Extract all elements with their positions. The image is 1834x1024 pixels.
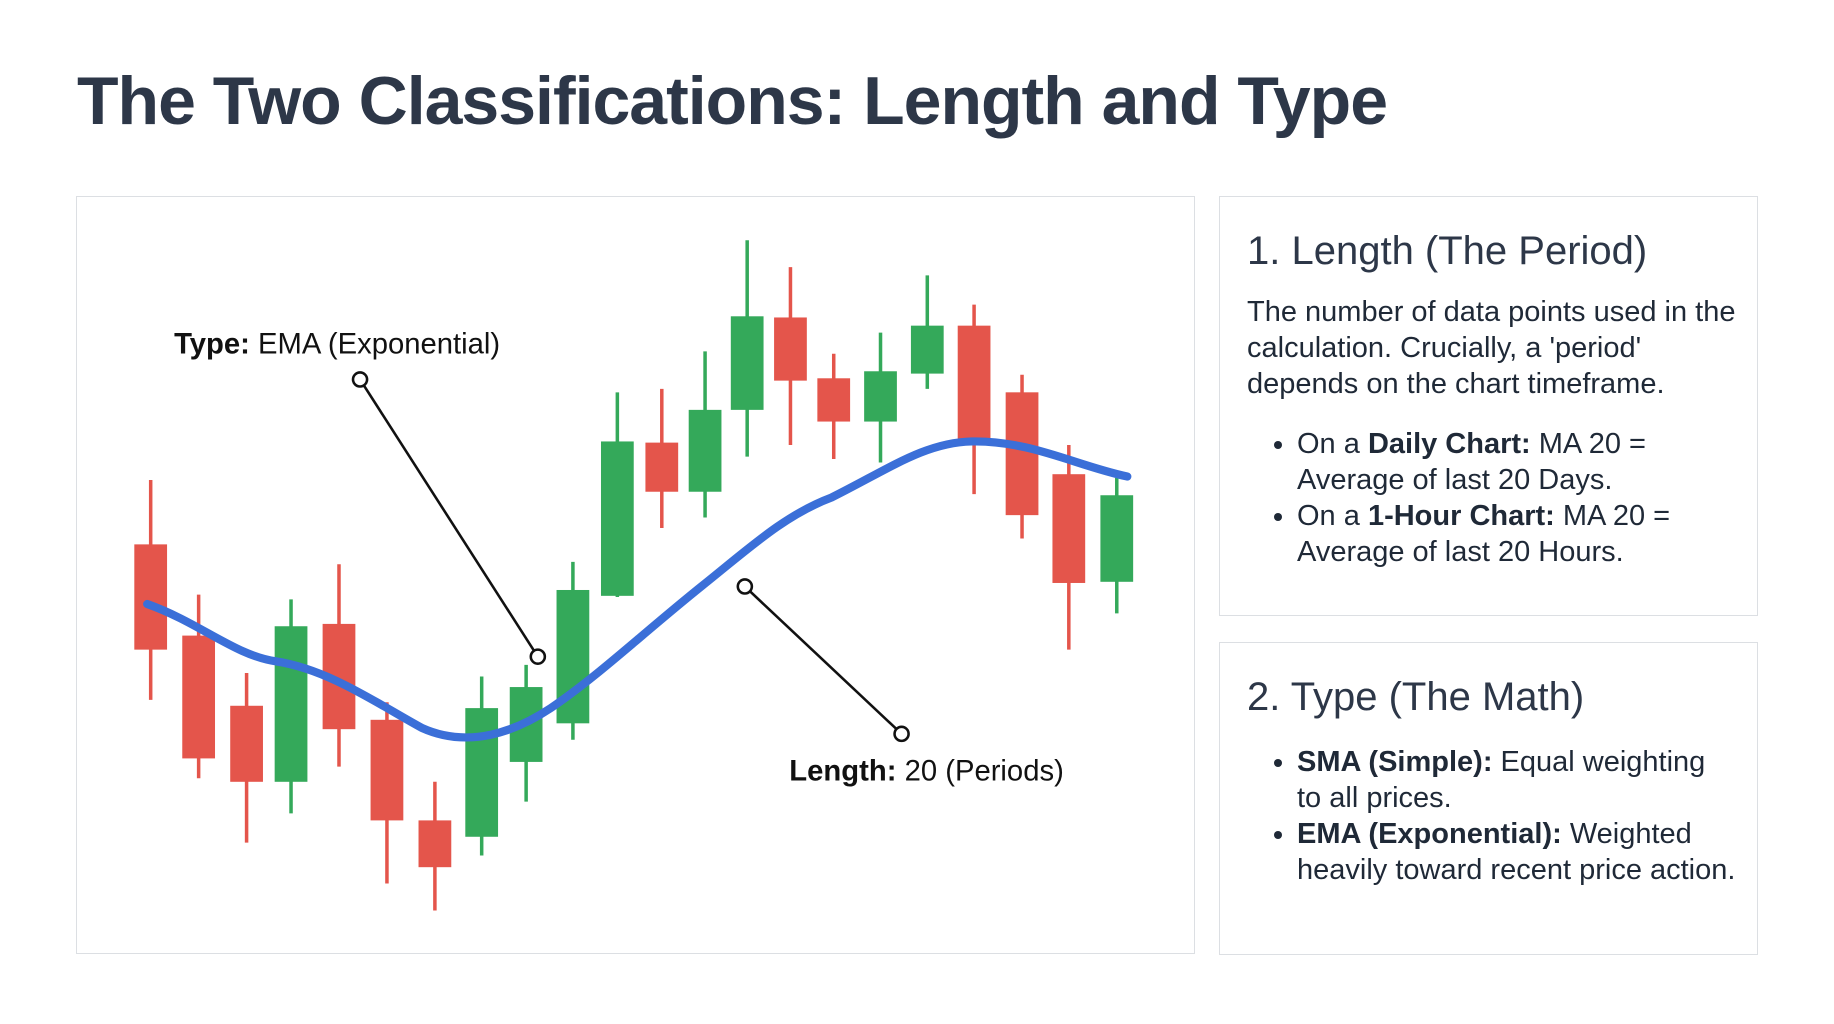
candle-body [688,409,722,492]
bullet: On a 1-Hour Chart: MA 20 = Average of la… [1297,498,1737,570]
chart-illustration: Type: EMA (Exponential) Length: 20 (Peri… [76,196,1195,954]
type-card: 2. Type (The Math) SMA (Simple): Equal w… [1219,642,1758,955]
type-annotation: Type: EMA (Exponential) [174,329,500,361]
annotation-dot [529,648,547,665]
candle-body [645,442,679,492]
bullet-text: MA 20 = Average of last 20 Days. [1297,428,1646,496]
bullet-bold: 1-Hour Chart: [1367,500,1555,532]
candle-body [274,626,308,782]
bullet-bold: SMA (Simple): [1297,746,1493,778]
candle-body [370,719,404,821]
annotation-leader [358,378,539,658]
candle-body [600,441,634,596]
bullet: SMA (Simple): Equal weighting to all pri… [1297,744,1737,816]
bullet-lead: On a [1297,428,1368,460]
ema-line [143,437,1132,742]
candle-body [230,705,263,782]
annotation-label: Length: [789,756,896,788]
length-annotation: Length: 20 (Periods) [789,756,1064,788]
candle-body [182,635,216,759]
annotation-leader [743,585,903,735]
candle-body [418,820,452,868]
candle-body [1052,474,1086,583]
annotation-dot [893,725,910,743]
annotation-text: 20 (Periods) [896,756,1063,788]
candle-body [910,325,944,374]
bullet-text: MA 20 = Average of last 20 Hours. [1297,500,1671,568]
annotation-dot [351,371,369,388]
annotation-label: Type: [174,329,250,361]
card-paragraph: The number of data points used in the ca… [1247,296,1736,400]
bullet: EMA (Exponential): Weighted heavily towa… [1297,816,1737,888]
bullet-list: SMA (Simple): Equal weighting to all pri… [1247,744,1737,888]
bullet-lead: On a [1297,500,1368,532]
slide-title: The Two Classifications: Length and Type [77,63,1388,139]
card-heading: 2. Type (The Math) [1247,675,1585,719]
bullet-text: Equal weighting to all prices. [1297,746,1706,814]
length-card: 1. Length (The Period) The number of dat… [1219,196,1758,616]
illustration-group: Type: EMA (Exponential) Length: 20 (Peri… [134,240,1134,911]
candle-body [134,544,168,650]
bullet: On a Daily Chart: MA 20 = Average of las… [1297,426,1737,498]
candle-body [957,325,991,440]
bullet-bold: Daily Chart: [1367,428,1531,460]
candle-body [465,708,499,837]
candle-body [1005,392,1039,516]
card-heading: 1. Length (The Period) [1247,229,1648,273]
bullet-list: On a Daily Chart: MA 20 = Average of las… [1247,426,1737,570]
bullet-text: Weighted heavily toward recent price act… [1297,818,1736,886]
candle-body [864,371,897,422]
candle-body [1100,495,1134,582]
candle-body [730,316,764,410]
candle-body [774,317,807,381]
annotation-text: EMA (Exponential) [250,329,500,361]
bullet-bold: EMA (Exponential): [1297,818,1562,850]
annotation-dot [736,578,754,595]
candle-body [817,378,851,422]
